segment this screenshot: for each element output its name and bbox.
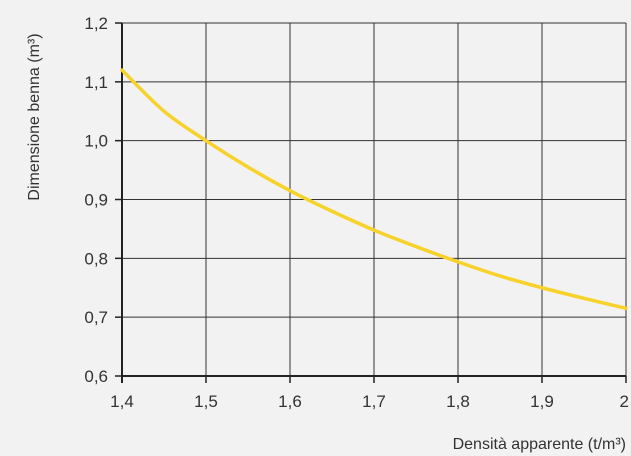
y-axis-title: Dimensione benna (m³) [26, 33, 43, 200]
y-tick-label: 1,2 [84, 14, 108, 33]
x-tick-label: 1,6 [278, 392, 302, 411]
x-tick-label: 1,7 [362, 392, 386, 411]
x-tick-label: 1,9 [530, 392, 554, 411]
y-tick-label: 0,7 [84, 308, 108, 327]
y-tick-label: 1,0 [84, 132, 108, 151]
y-tick-label: 0,6 [84, 367, 108, 386]
x-axis-title: Densità apparente (t/m³) [453, 436, 626, 453]
series [120, 68, 628, 311]
labels: 0,6 0,7 0,8 0,9 1,0 1,1 1,2 1,4 1,5 1,6 1,7 1,8 1,9 2 [84, 14, 629, 411]
axes [115, 22, 627, 383]
y-tick-label: 0,8 [84, 249, 108, 268]
x-tick-label: 1,5 [194, 392, 218, 411]
x-tick-label: 1,4 [110, 392, 134, 411]
y-tick-label: 1,1 [84, 73, 108, 92]
x-tick-label: 2 [620, 392, 629, 411]
y-tick-label: 0,9 [84, 191, 108, 210]
series-line [120, 68, 628, 311]
grid [122, 22, 627, 376]
x-tick-label: 1,8 [446, 392, 470, 411]
